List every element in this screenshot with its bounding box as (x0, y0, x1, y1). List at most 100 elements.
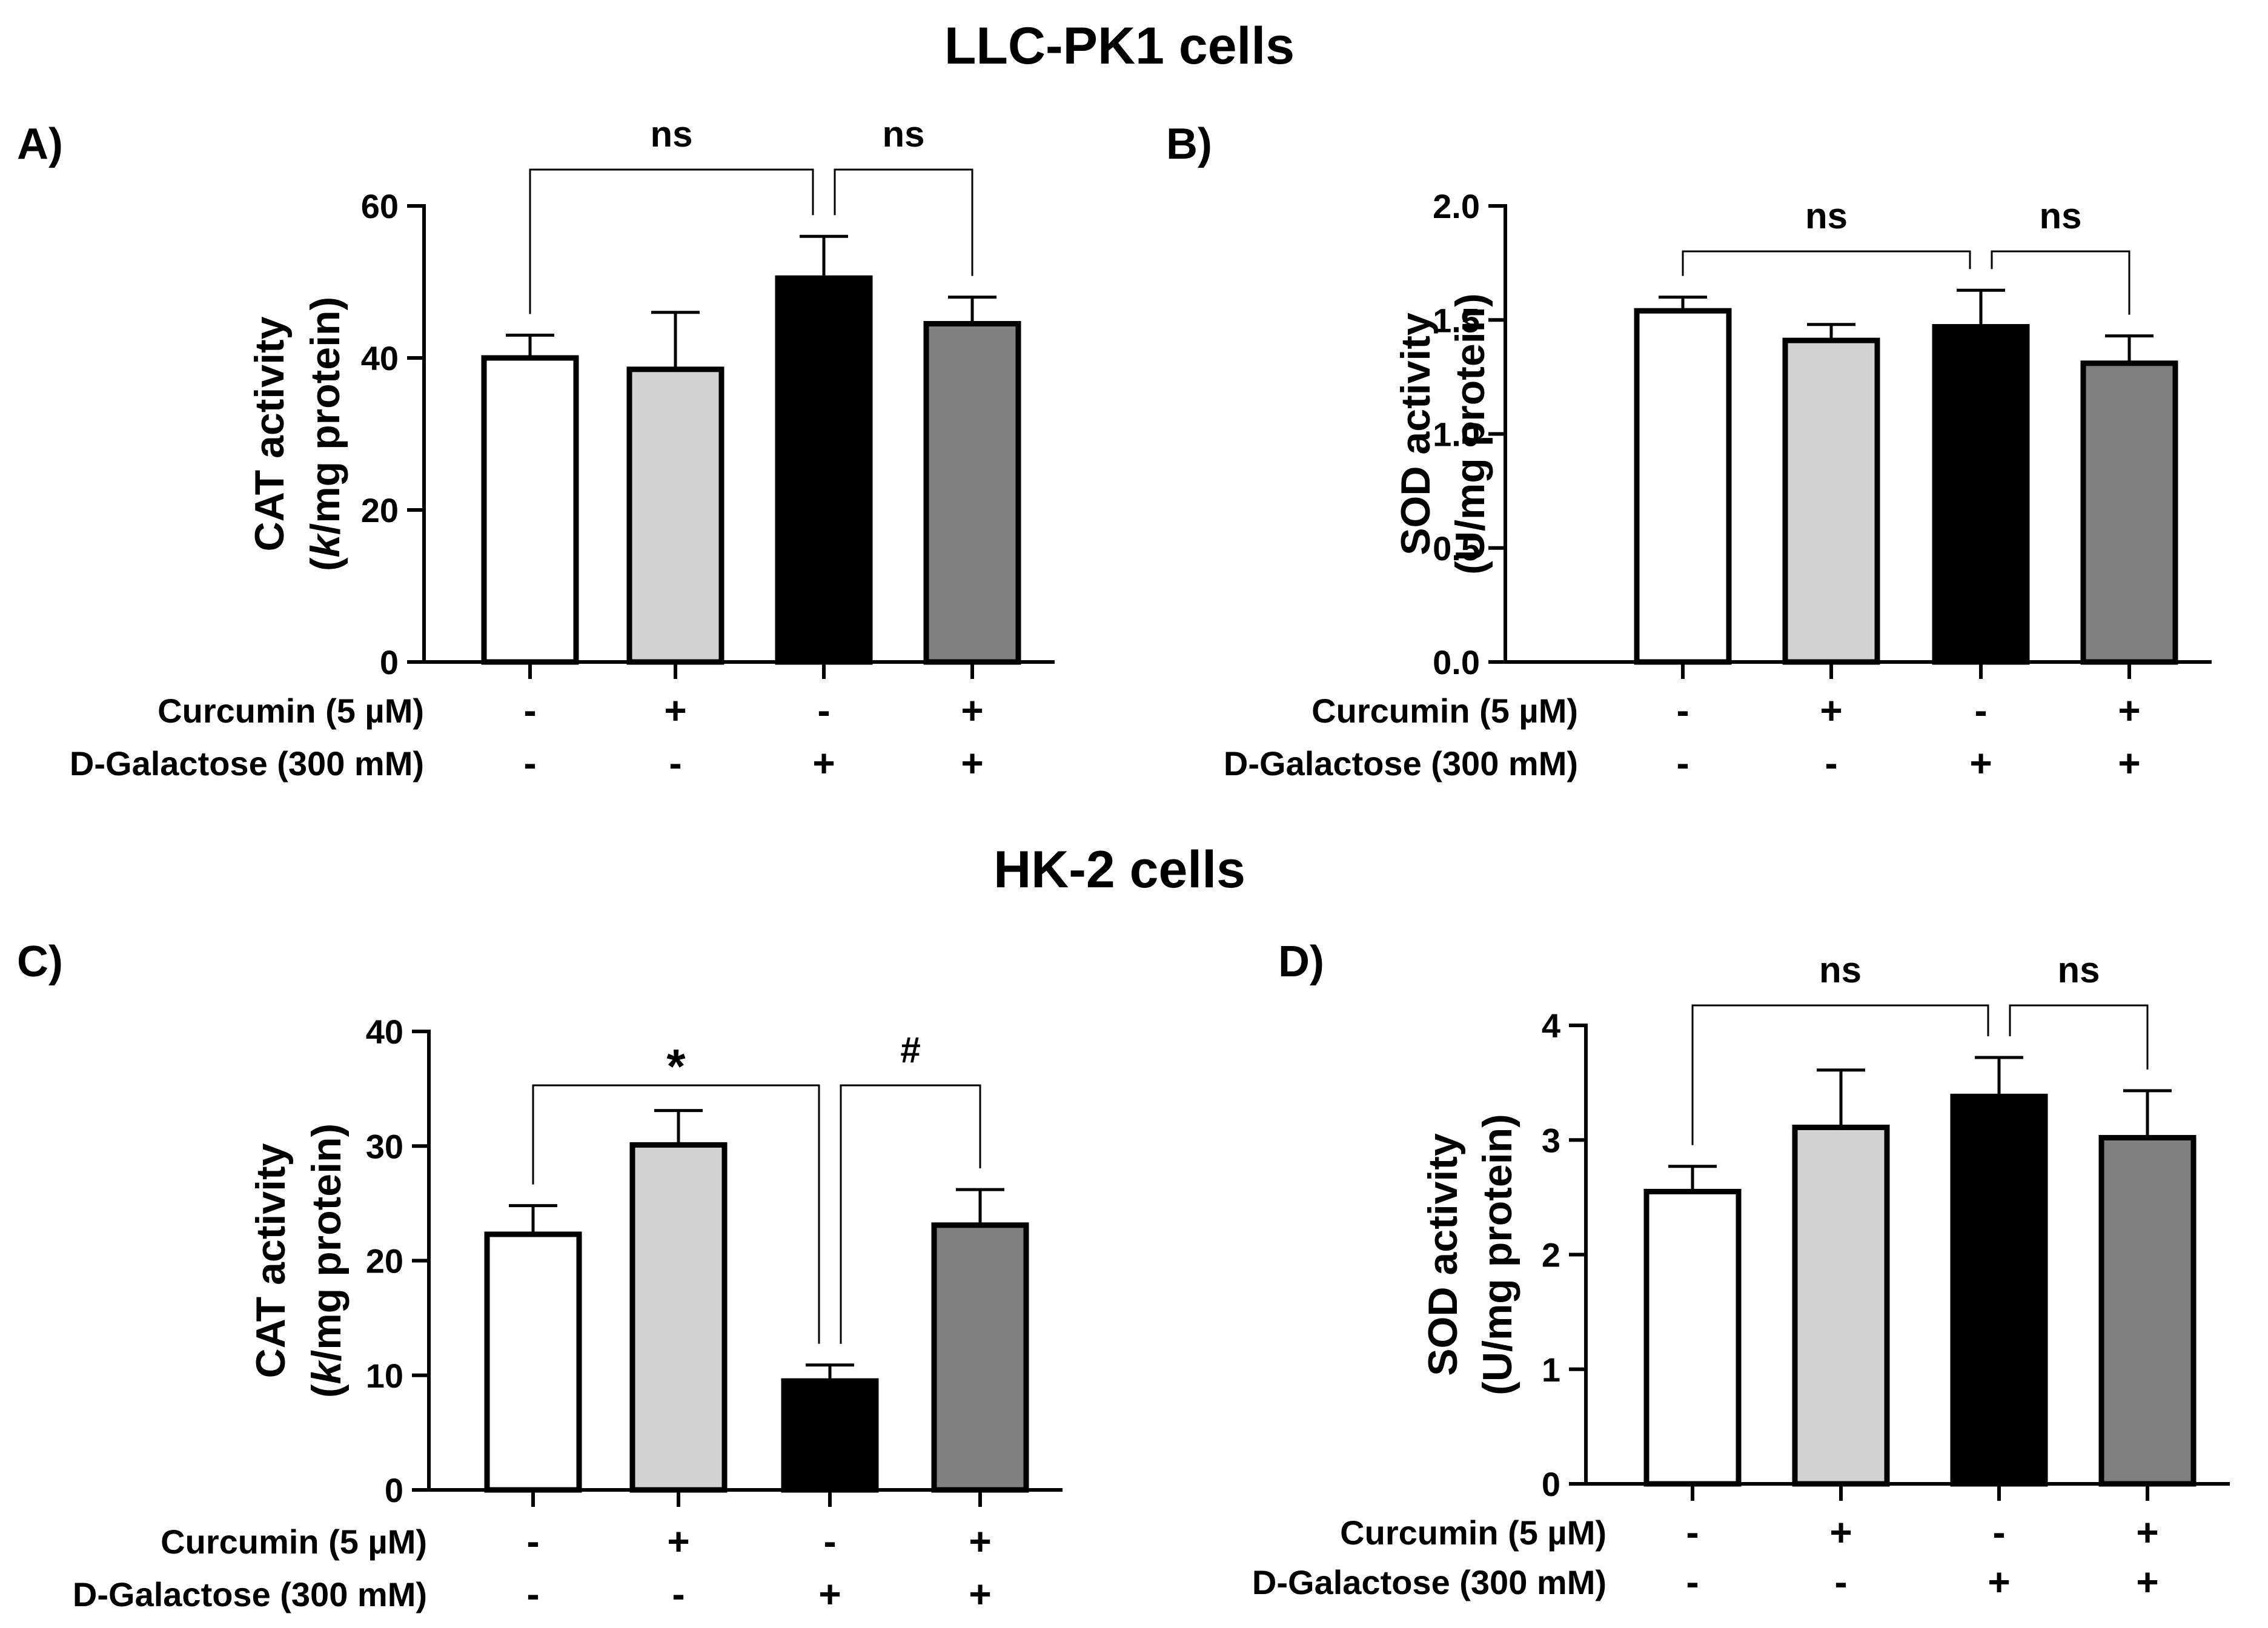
significance-bracket (532, 1084, 820, 1344)
bar (1932, 324, 2030, 665)
y-tick-label: 0.5 (1433, 529, 1480, 567)
y-tick-label: 20 (366, 1242, 403, 1280)
treatment-sign: + (961, 689, 983, 732)
treatment-sign: + (812, 741, 835, 785)
bar (931, 1222, 1029, 1493)
significance-bracket (840, 1084, 981, 1344)
treatment-sign: - (1825, 741, 1837, 785)
bar (1792, 1124, 1890, 1487)
panel-label: D) (1278, 938, 1324, 986)
treatment-label: D-Galactose (300 mM) (73, 1575, 427, 1613)
significance-label: ns (2039, 196, 2081, 236)
bar (1634, 308, 1732, 665)
y-tick-label: 40 (366, 1013, 403, 1051)
treatment-sign: - (1834, 1560, 1847, 1604)
significance-label: * (666, 1039, 686, 1093)
treatment-sign: + (969, 1572, 991, 1616)
treatment-sign: - (669, 741, 681, 785)
treatment-sign: - (1974, 689, 1987, 732)
treatment-sign: + (961, 741, 983, 785)
y-tick-label: 0 (1542, 1465, 1560, 1503)
treatment-sign: - (526, 1572, 539, 1616)
treatment-sign: + (1988, 1560, 2010, 1604)
significance-label: ns (1805, 196, 1848, 236)
y-tick-label: 10 (366, 1357, 403, 1395)
y-tick-label: 0.0 (1433, 643, 1480, 681)
bar (1643, 1188, 1742, 1487)
treatment-sign: - (1676, 689, 1689, 732)
y-tick-label: 40 (361, 339, 399, 377)
treatment-sign: - (523, 689, 536, 732)
bar (481, 355, 579, 665)
y-tick-label: 2.0 (1433, 187, 1480, 225)
treatment-label: D-Galactose (300 mM) (70, 744, 424, 783)
significance-bracket (834, 168, 973, 276)
panel-label: C) (17, 938, 63, 986)
treatment-sign: + (2136, 1560, 2158, 1604)
y-tick-label: 0 (380, 643, 399, 681)
treatment-label: Curcumin (5 µM) (158, 692, 424, 730)
y-tick-label: 1.0 (1433, 415, 1480, 454)
treatment-sign: + (2118, 741, 2140, 785)
treatment-sign: + (667, 1520, 689, 1563)
y-tick-label: 30 (366, 1127, 403, 1165)
y-axis-label: CAT activity (247, 316, 293, 551)
significance-label: # (900, 1030, 920, 1070)
chart-panel-1: A) 0 20 40 60 CAT activity(k/mg protein) ns ns C… (17, 114, 1055, 785)
treatment-sign: + (1969, 741, 1992, 785)
treatment-sign: - (1676, 741, 1689, 785)
bar (781, 1378, 879, 1493)
treatment-label: Curcumin (5 µM) (161, 1523, 427, 1561)
treatment-sign: - (672, 1572, 685, 1616)
y-axis-label: SOD activity (1420, 1133, 1466, 1376)
significance-label: ns (1819, 950, 1862, 990)
treatment-sign: + (664, 689, 686, 732)
bar (1782, 337, 1880, 665)
treatment-sign: - (1686, 1511, 1699, 1554)
bar (1950, 1093, 2048, 1487)
chart-panel-4: D) 0 1 2 3 4 SOD activity (U/mg protein) ns ns Cur… (1252, 938, 2230, 1604)
significance-label: ns (2057, 950, 2100, 990)
significance-bracket (1691, 1004, 1989, 1145)
y-tick-label: 1 (1542, 1351, 1560, 1389)
treatment-sign: - (526, 1520, 539, 1563)
bar (775, 275, 873, 665)
treatment-label: Curcumin (5 µM) (1340, 1514, 1606, 1552)
treatment-sign: + (969, 1520, 991, 1563)
y-axis-label: CAT activity (248, 1143, 294, 1378)
section-title-hk-2: HK-2 cells (993, 841, 1245, 899)
panel-label: B) (1166, 120, 1212, 168)
treatment-label: Curcumin (5 µM) (1311, 692, 1578, 730)
treatment-sign: - (1992, 1511, 2005, 1554)
treatment-label: D-Galactose (300 mM) (1224, 744, 1578, 783)
section-title-llc-pk1: LLC-PK1 cells (944, 17, 1295, 75)
treatment-sign: + (1820, 689, 1842, 732)
bar (2098, 1134, 2197, 1487)
panel-label: A) (17, 120, 63, 168)
significance-label: ns (882, 114, 924, 154)
y-axis-unit-label: (U/mg protein) (1474, 1114, 1520, 1395)
significance-bracket (2009, 1004, 2149, 1070)
bar (923, 321, 1021, 665)
y-axis-unit-label: (k/mg protein) (303, 1123, 350, 1398)
bar (629, 1142, 728, 1493)
treatment-sign: + (2136, 1511, 2158, 1554)
chart-panel-3: C) 0 10 20 30 40 CAT activity(k/mg protein) * # C… (17, 938, 1063, 1616)
chart-panel-2: B) 0.0 0.5 1.0 1.5 2.0 SOD activity (U/mg prote… (1166, 120, 2212, 785)
bar (2080, 360, 2178, 665)
y-tick-label: 2 (1542, 1236, 1560, 1274)
y-axis-label: SOD activity (1393, 313, 1439, 555)
bar (484, 1231, 582, 1493)
treatment-sign: - (1686, 1560, 1699, 1604)
y-axis-unit-label: (k/mg protein) (302, 297, 348, 571)
treatment-sign: + (1829, 1511, 1852, 1554)
y-axis-unit-label: (U/mg protein) (1447, 293, 1493, 575)
y-tick-label: 20 (361, 491, 399, 529)
y-tick-label: 4 (1542, 1007, 1560, 1045)
treatment-sign: + (818, 1572, 841, 1616)
treatment-label: D-Galactose (300 mM) (1252, 1563, 1606, 1601)
y-tick-label: 0 (385, 1471, 403, 1509)
treatment-sign: - (817, 689, 830, 732)
y-tick-label: 60 (361, 187, 399, 225)
